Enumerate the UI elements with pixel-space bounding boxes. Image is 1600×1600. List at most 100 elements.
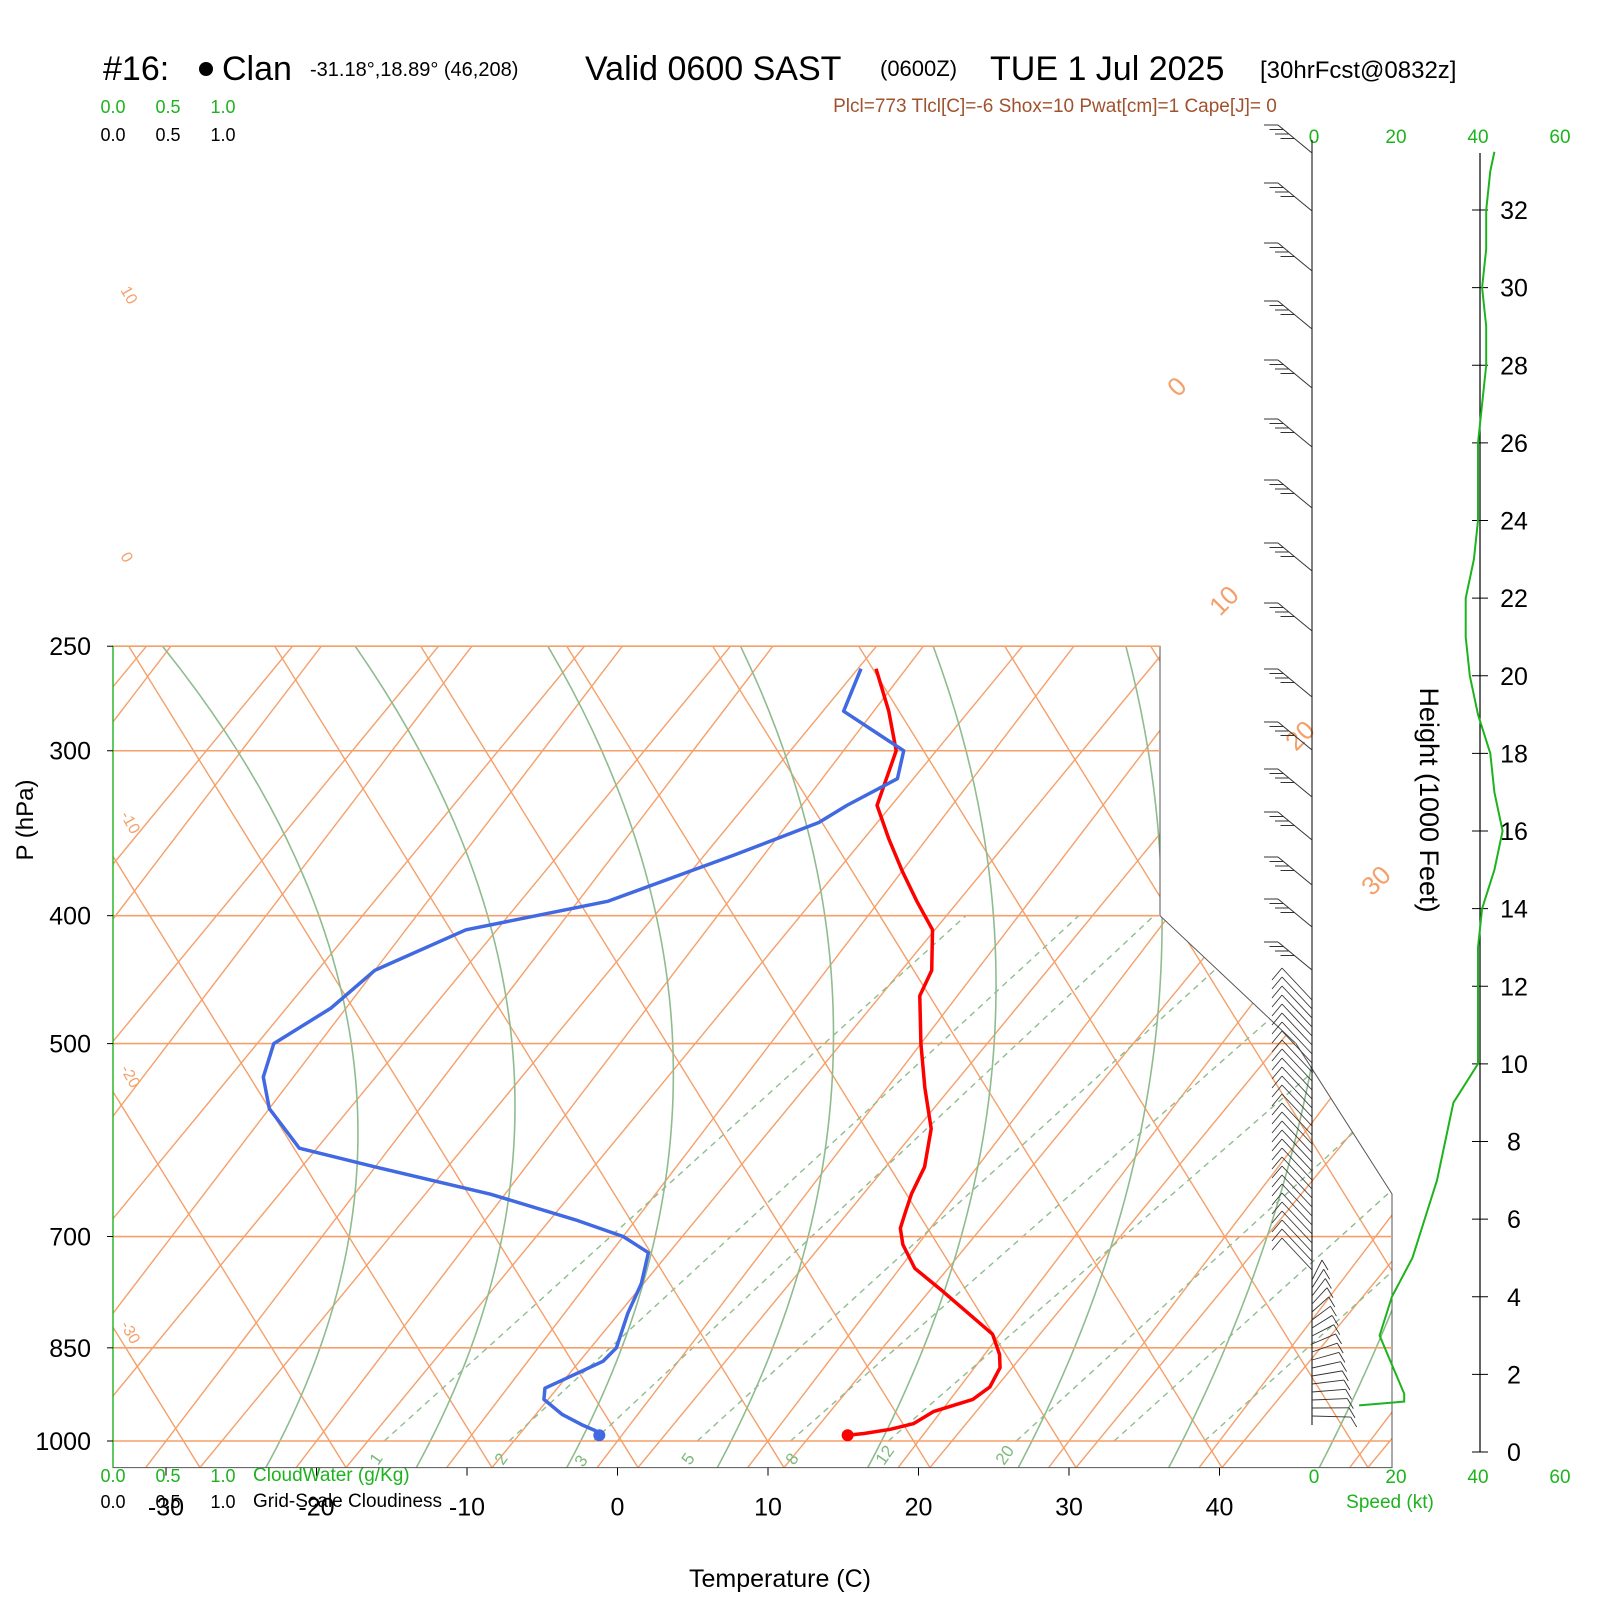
forecast-info: [30hrFcst@0832z] [1260, 57, 1456, 84]
barb-flag [1326, 1287, 1334, 1298]
moist-adiabat-line [1317, 646, 1392, 1468]
barb-shaft [1281, 1066, 1313, 1100]
dewpoint-line [261, 668, 906, 1437]
dry-adiabat-line [199, 646, 1392, 1468]
barb-shaft [1281, 1228, 1313, 1262]
dry-adiabat-line [667, 646, 1392, 1468]
isotherm-label: 10 [117, 284, 141, 308]
mixing-ratio-line [887, 915, 1392, 1442]
y-tick-label: 850 [49, 1335, 91, 1363]
isotherm-line [113, 646, 190, 1468]
speed-tick-label: 60 [1549, 1467, 1570, 1488]
barb-shaft [1277, 479, 1313, 509]
height-tick-label: 16 [1500, 818, 1528, 846]
barb-shaft [1281, 1084, 1313, 1118]
x-tick-label: 30 [1055, 1494, 1083, 1522]
barb-flag [1341, 1370, 1349, 1382]
barb-flag [1271, 1093, 1283, 1107]
barb-flag [1271, 1156, 1283, 1170]
plot-outline [112, 645, 1393, 1469]
wind-barb [1264, 602, 1313, 632]
wind-barb [1271, 1165, 1313, 1199]
barb-shaft [1277, 721, 1313, 751]
barb-flag [1328, 1296, 1336, 1308]
isotherm-line [1348, 646, 1392, 1468]
wind-barb [1271, 1021, 1313, 1055]
cloud-black-tick: 1.0 [210, 1492, 235, 1512]
barb-flag [1271, 994, 1283, 1008]
wind-barb [1264, 898, 1313, 928]
x-tick-label: -10 [449, 1494, 485, 1522]
isotherm-label: 10 [1203, 580, 1245, 622]
barb-flag [1271, 1066, 1283, 1080]
barb-flag [1338, 1352, 1346, 1363]
isotherm-label: 0 [1161, 371, 1192, 402]
wind-barb [1311, 1324, 1341, 1337]
barb-shaft [1281, 1093, 1313, 1127]
barb-flag [1271, 1030, 1283, 1044]
wind-barb [1271, 1156, 1313, 1190]
mixing-ratio-label: 5 [678, 1450, 699, 1469]
dry-adiabat-line [113, 646, 785, 1468]
cloudiness-label: Grid-Scale Cloudiness [253, 1491, 442, 1512]
dry-adiabat-line [1544, 0, 1600, 1468]
barb-shaft [1281, 1057, 1313, 1091]
height-tick-label: 28 [1500, 352, 1528, 380]
moist-adiabat-line [547, 646, 675, 1468]
isotherm-line [113, 646, 641, 1468]
barb-shaft [1311, 1259, 1323, 1281]
barb-shaft [1277, 768, 1313, 798]
barb-flag [1331, 1315, 1339, 1326]
y-tick-label: 1000 [35, 1428, 91, 1456]
isotherm-line [113, 646, 340, 1468]
height-tick-label: 0 [1507, 1439, 1521, 1467]
barb-shaft [1281, 1039, 1313, 1073]
speed-tick-label: 20 [1385, 127, 1406, 148]
barb-shaft [1277, 811, 1313, 841]
speed-tick-label: 40 [1467, 1467, 1488, 1488]
barb-flag [1271, 1084, 1283, 1098]
isotherm-line [445, 646, 1093, 1468]
barb-shaft [1281, 1165, 1313, 1199]
moist-adiabat-line [1167, 646, 1335, 1468]
wind-barb [1264, 542, 1313, 572]
barb-shaft [1281, 976, 1313, 1010]
barb-flag [1271, 1129, 1283, 1143]
cloud-green-tick: 1.0 [210, 1466, 235, 1486]
speed-tick-label: 40 [1467, 127, 1488, 148]
cloud-scale-top: 0.0 0.5 1.0 0.0 0.5 1.0 [100, 97, 235, 145]
barb-shaft [1311, 1342, 1338, 1353]
cloud-green-tick: 1.0 [210, 97, 235, 117]
barb-shaft [1281, 1201, 1313, 1235]
speed-tick-label: 20 [1385, 1467, 1406, 1488]
valid-time: Valid 0600 SAST [585, 50, 841, 88]
sounding-series [261, 668, 1002, 1442]
barb-shaft [1281, 1138, 1313, 1172]
dry-adiabat-line [345, 646, 1392, 1468]
moist-adiabat-line [715, 646, 835, 1468]
height-tick-label: 20 [1500, 663, 1528, 691]
cloud-green-tick: 0.5 [155, 97, 180, 117]
wind-barb [1271, 967, 1313, 1001]
barb-shaft [1281, 1030, 1313, 1064]
barb-flag [1271, 1237, 1283, 1251]
barb-flag [1271, 1120, 1283, 1134]
moist-adiabat-line [354, 646, 516, 1468]
barb-flag [1330, 1305, 1337, 1317]
isotherm-line [1197, 646, 1392, 1468]
wind-barb [1264, 359, 1313, 389]
isotherm-line [595, 646, 1243, 1468]
wind-barb [1311, 1287, 1334, 1305]
wind-barb [1271, 1093, 1313, 1127]
barb-shaft [1281, 1192, 1313, 1226]
barb-flag [1323, 1269, 1331, 1280]
zulu-time: (0600Z) [880, 56, 957, 81]
dry-adiabat-line [113, 646, 1392, 1468]
barb-flag [1321, 1259, 1329, 1271]
x-tick-label: -20 [298, 1494, 334, 1522]
mixing-ratio-label: 20 [992, 1442, 1018, 1468]
dry-adiabat-line [375, 646, 1369, 1468]
wind-barb [1311, 1278, 1332, 1297]
dry-adiabat-line [229, 646, 1223, 1468]
